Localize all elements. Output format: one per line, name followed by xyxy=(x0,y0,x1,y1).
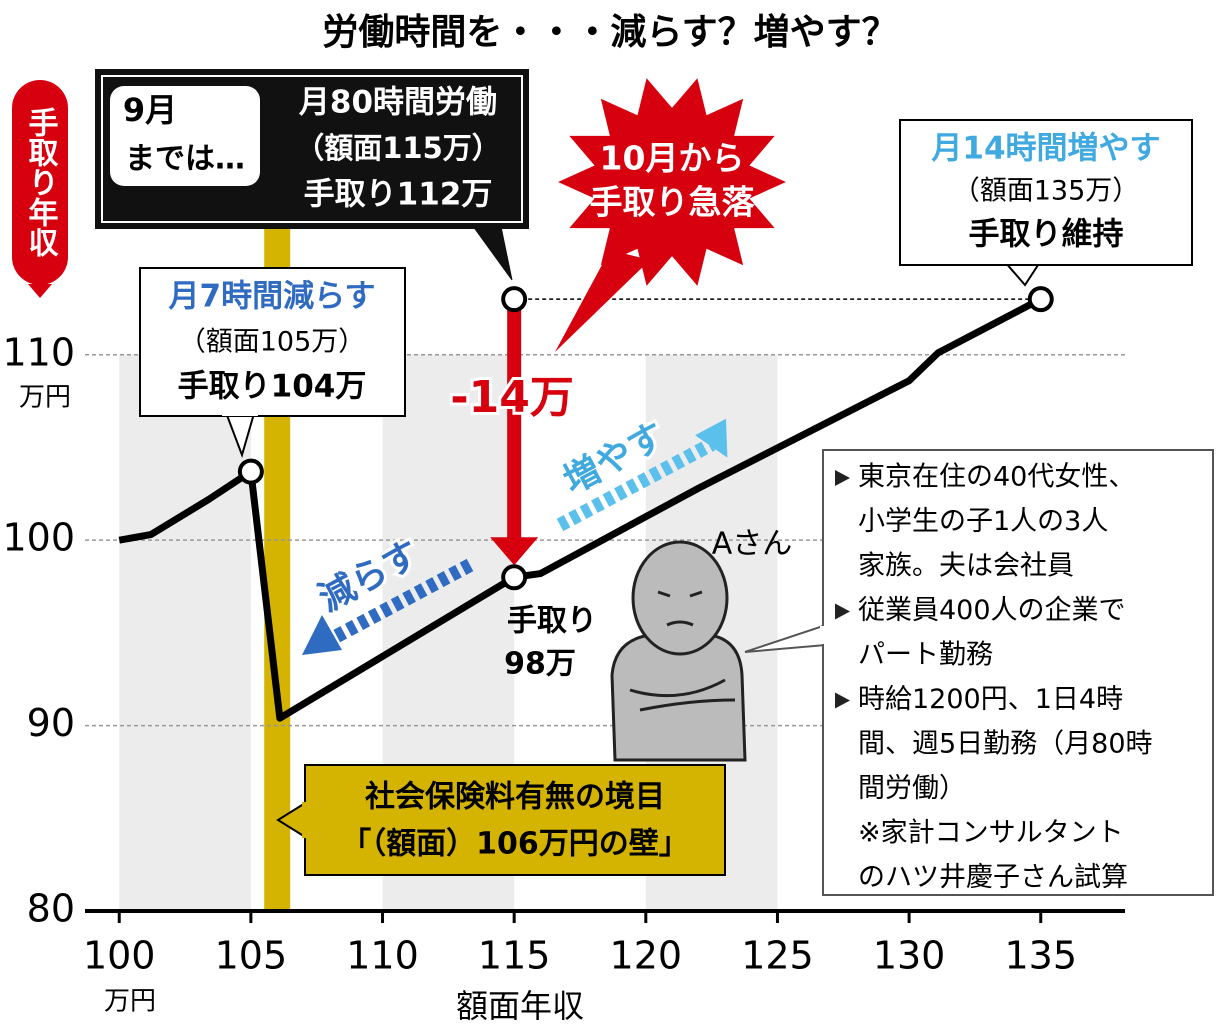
marker xyxy=(501,286,528,313)
x-tick-label: 115 xyxy=(478,934,551,978)
callout-before: 9月 までは… 月80時間労働 （額面115万） 手取り112万 xyxy=(95,69,529,281)
callout-text: （額面115万） xyxy=(295,131,501,165)
foreground-layer: -14万 xyxy=(237,286,1054,591)
marker xyxy=(237,458,264,485)
info-text: 小学生の子1人の3人 xyxy=(858,506,1108,537)
callout-text: 手取り112万 xyxy=(304,177,493,213)
chart-title: 労働時間を・・・減らす？増やす？ xyxy=(322,12,897,53)
x-tick-label: 125 xyxy=(741,934,814,978)
info-text: 従業員400人の企業で xyxy=(858,595,1126,626)
burst-text: 10月から xyxy=(600,139,745,178)
callout-text: 9月 xyxy=(123,91,177,129)
burst: 10月から 手取り急落 xyxy=(550,71,794,352)
callout-increase: 月14時間増やす （額面135万） 手取り維持 xyxy=(899,119,1193,287)
info-text: 家族。夫は会社員 xyxy=(858,551,1074,582)
x-tick-label: 110 xyxy=(346,934,419,978)
x-axis-label: 額面年収 xyxy=(456,987,584,1025)
info-text: のハツ井慶子さん試算 xyxy=(858,862,1128,893)
y-tick-label: 90 xyxy=(27,701,75,745)
info-text: パート勤務 xyxy=(858,640,993,671)
band xyxy=(119,354,251,911)
x-tick-label: 105 xyxy=(215,934,288,978)
callout-text: （額面135万） xyxy=(953,176,1140,207)
x-tick-label: 120 xyxy=(610,934,683,978)
callout-text: 手取り維持 xyxy=(969,217,1124,253)
y-tick-label: 80 xyxy=(27,887,75,931)
x-tick-label: 135 xyxy=(1004,934,1077,978)
callout-text: までは… xyxy=(125,142,245,177)
callout-text: 「（額面）106万円の壁」 xyxy=(341,827,689,862)
marker xyxy=(1027,286,1054,313)
person-label: Aさん xyxy=(712,527,793,562)
point-label: 98万 xyxy=(504,647,576,682)
callout-text: 社会保険料有無の境目 xyxy=(365,780,665,815)
callout-text: （額面105万） xyxy=(179,327,366,358)
marker xyxy=(501,564,528,591)
info-text: 東京在住の40代女性、 xyxy=(858,462,1135,493)
y-tick-label: 100 xyxy=(2,516,75,560)
info-text: 時給1200円、1日4時 xyxy=(858,684,1123,715)
info-text: ※家計コンサルタント xyxy=(858,818,1124,849)
drop-label: -14万 xyxy=(450,372,574,423)
bullet xyxy=(835,692,850,709)
y-unit: 万円 xyxy=(19,383,71,413)
drop-arrow-head xyxy=(490,537,539,566)
y-axis-label: 手取り年収 xyxy=(23,107,59,258)
x-tick-label: 130 xyxy=(873,934,946,978)
bullet xyxy=(835,603,850,620)
point-label: 手取り xyxy=(507,604,597,639)
x-unit: 万円 xyxy=(104,987,156,1017)
burst-text: 手取り急落 xyxy=(590,183,756,222)
callout-text: 月80時間労働 xyxy=(299,85,497,121)
callout-decrease: 月7時間減らす （額面105万） 手取り104万 xyxy=(139,267,406,459)
callout-text: 手取り104万 xyxy=(178,369,367,405)
y-tick-label: 110 xyxy=(2,330,75,374)
info-box: 東京在住の40代女性、小学生の子1人の3人家族。夫は会社員従業員400人の企業で… xyxy=(744,449,1214,896)
callout-text: 月7時間減らす xyxy=(169,279,376,315)
x-tick-label: 100 xyxy=(83,934,156,978)
info-text: 間、週5日勤務（月80時 xyxy=(858,729,1153,760)
bullet xyxy=(835,470,850,486)
y-label-pill xyxy=(12,80,68,285)
person: Aさん xyxy=(610,527,793,762)
info-text: 間労働） xyxy=(858,773,966,804)
callout-wall: 社会保険料有無の境目 「（額面）106万円の壁」 xyxy=(276,764,726,876)
callout-text: 月14時間増やす xyxy=(931,131,1160,167)
y-label-pointer xyxy=(28,284,52,298)
